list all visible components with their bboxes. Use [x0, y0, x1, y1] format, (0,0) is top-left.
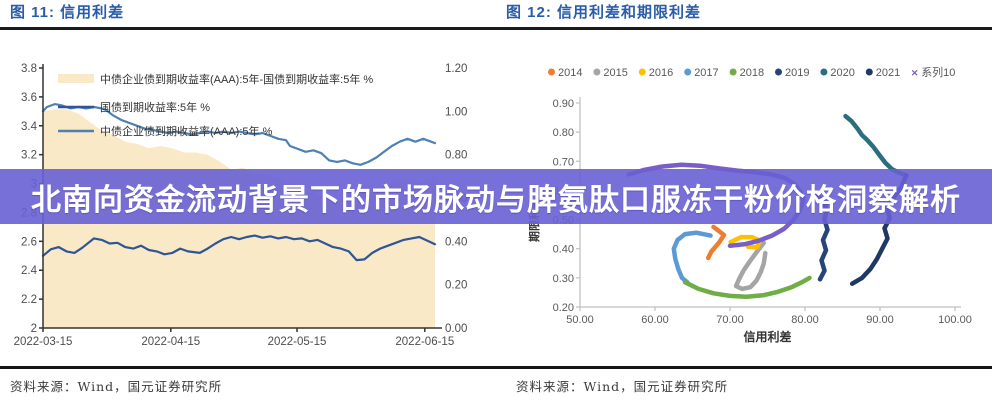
fig11-yright-tick: 0.00 [445, 323, 467, 335]
fig12-path-2020 [843, 113, 909, 178]
fig12-legend-dot [865, 68, 873, 76]
source-footer: 资料来源：Wind，国元证券研究所 资料来源：Wind，国元证券研究所 [0, 366, 992, 395]
fig12-path-2016 [728, 234, 763, 250]
fig11-yleft-tick: 3.8 [21, 63, 37, 75]
fig12-legend-label: 2020 [830, 67, 854, 79]
fig12-x-tick: 80.00 [791, 314, 819, 326]
fig12-legend-label: 2016 [649, 67, 673, 79]
fig11-legend-label-area: 中债企业债到期收益率(AAA):5年-国债到期收益率:5年 % [100, 72, 373, 86]
fig12-x-tick: 100.00 [938, 314, 972, 326]
fig12-legend-label: 2018 [740, 67, 764, 79]
fig12-legend-label: 2019 [785, 67, 809, 79]
fig12-y-tick: 0.80 [553, 127, 574, 139]
fig12-x-tick: 60.00 [641, 314, 669, 326]
fig12-x-tick: 90.00 [866, 314, 894, 326]
fig11-line-2 [41, 103, 437, 166]
fig12-y-tick: 0.30 [553, 273, 574, 285]
fig12-legend-marker-x: ✕ [911, 68, 919, 78]
fig12-legend-label: 2015 [603, 67, 627, 79]
fig11-yleft-tick: 3.4 [21, 121, 38, 133]
fig12-x-tick: 50.00 [566, 314, 594, 326]
fig12-x-tick: 70.00 [716, 314, 744, 326]
source-note-left: 资料来源：Wind，国元证券研究所 [10, 379, 223, 394]
fig11-x-tick: 2022-03-15 [14, 336, 73, 348]
fig12-legend-dot [593, 68, 601, 76]
figure-11-title: 图 11: 信用利差 [0, 0, 496, 30]
fig11-legend-label-line1: 国债到期收益率:5年 % [100, 100, 210, 114]
fig11-yleft-tick: 2.2 [21, 294, 37, 306]
fig12-path-2015 [733, 240, 768, 292]
fig11-yright-tick: 1.00 [445, 106, 467, 118]
fig12-legend: 2014 2015 2016 2017 2018 2019 2020 2021 ✕ 系列10 [548, 65, 955, 79]
fig11-yright-tick: 0.80 [445, 150, 467, 162]
fig12-legend-dot [638, 68, 646, 76]
fig12-legend-label: 2021 [876, 67, 900, 79]
fig12-path-2018 [682, 275, 812, 300]
fig11-yleft-tick: 2.6 [21, 236, 37, 248]
fig12-y-tick: 0.40 [553, 244, 574, 256]
fig12-legend-dot [684, 68, 692, 76]
fig11-yright-tick: 0.40 [445, 236, 467, 248]
fig12-xaxis-title: 信用利差 [743, 329, 791, 344]
fig11-yleft-tick: 3.6 [21, 92, 37, 104]
fig12-legend-dot [548, 68, 555, 76]
fig11-tick-labels: 3.83.63.43.232.82.62.42.221.201.000.800.… [14, 63, 468, 348]
fig11-x-tick: 2022-04-15 [141, 336, 200, 348]
source-note-right: 资料来源：Wind，国元证券研究所 [516, 379, 729, 394]
fig11-yleft-tick: 2.4 [21, 265, 38, 277]
fig11-yright-tick: 1.20 [445, 63, 467, 75]
fig12-path-2017 [671, 230, 713, 285]
fig12-y-tick: 0.90 [553, 98, 574, 110]
figure-12-title: 图 12: 信用利差和期限利差 [496, 0, 992, 30]
fig11-yleft-tick: 3.2 [21, 150, 37, 162]
fig11-yleft-tick: 2 [31, 323, 37, 335]
fig11-x-tick: 2022-06-15 [395, 336, 454, 348]
fig11-x-tick: 2022-05-15 [268, 336, 327, 348]
fig12-legend-label: 系列10 [921, 65, 955, 79]
headline-overlay-text: 北南向资金流动背景下的市场脉动与脾氨肽口服冻干粉价格洞察解析 [31, 183, 961, 217]
fig12-path-2014 [705, 224, 727, 261]
fig12-legend-label: 2017 [694, 67, 718, 79]
fig12-legend-dot [729, 68, 737, 76]
fig12-legend-label: 2014 [558, 67, 582, 79]
fig12-y-tick: 0.20 [553, 302, 574, 314]
headline-overlay-band: 北南向资金流动背景下的市场脉动与脾氨肽口服冻干粉价格洞察解析 [0, 169, 992, 224]
fig11-legend: 中债企业债到期收益率(AAA):5年-国债到期收益率:5年 % 国债到期收益率:5… [58, 72, 373, 138]
fig11-legend-area-swatch [58, 74, 94, 83]
fig12-legend-dot [775, 68, 782, 76]
fig12-y-tick: 0.70 [553, 156, 574, 168]
fig11-line-1 [41, 234, 437, 262]
fig11-yright-tick: 0.20 [445, 280, 467, 292]
fig11-legend-label-line2: 中债企业债到期收益率(AAA):5年 % [100, 124, 273, 138]
fig12-legend-dot [820, 68, 828, 76]
